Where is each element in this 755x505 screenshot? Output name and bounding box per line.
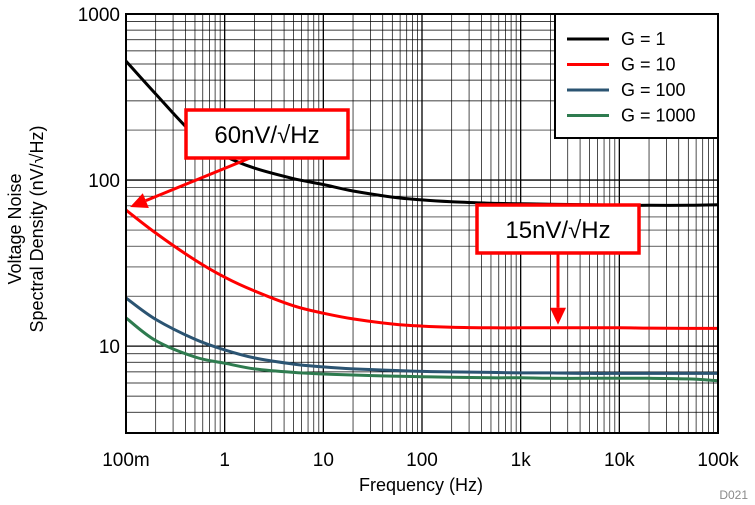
plot-frame: [125, 13, 719, 434]
x-tick-label: 1: [219, 450, 230, 471]
callout-arrow-shaft: [145, 156, 251, 203]
callout-arrow-head: [130, 193, 149, 209]
callout-1: 60nV/√Hz: [130, 108, 350, 209]
x-tick-label: 100k: [697, 450, 739, 471]
y-tick-label: 1000: [78, 5, 120, 26]
legend: G = 1 G = 10 G = 100 G = 1000: [554, 13, 719, 139]
callout-box: [475, 203, 641, 255]
callout-arrow-head: [550, 307, 566, 325]
y-tick-labels: 10 100 1000: [78, 5, 120, 358]
x-tick-label: 10k: [604, 450, 635, 471]
x-tick-label: 100: [406, 450, 438, 471]
x-axis-title: Frequency (Hz): [359, 475, 483, 495]
x-tick-label: 100m: [102, 450, 150, 471]
legend-box: [554, 13, 719, 139]
y-tick-label: 100: [88, 171, 120, 192]
y-tick-label: 10: [99, 337, 120, 358]
callout-2: 15nV/√Hz: [475, 203, 641, 325]
legend-label: G = 1000: [621, 106, 696, 126]
grid: [125, 14, 718, 434]
callout-label: 60nV/√Hz: [214, 122, 319, 149]
annotations: 60nV/√Hz 15nV/√Hz: [130, 108, 641, 325]
callout-label: 15nV/√Hz: [505, 217, 610, 244]
legend-label: G = 10: [621, 55, 676, 75]
series-line-4: [125, 316, 719, 383]
x-tick-label: 10: [313, 450, 334, 471]
series-line-3: [125, 296, 718, 375]
legend-label: G = 100: [621, 80, 686, 100]
y-axis-title-line2: Spectral Density (nV/√Hz): [27, 126, 47, 333]
series-line-2: [125, 208, 718, 330]
y-axis-title-line1: Voltage Noise: [5, 173, 25, 284]
x-tick-labels: 100m 1 10 100 1k 10k 100k: [102, 450, 739, 471]
callout-box: [184, 108, 350, 160]
x-tick-label: 1k: [511, 450, 532, 471]
figure-id: D021: [719, 488, 748, 502]
legend-label: G = 1: [621, 29, 666, 49]
